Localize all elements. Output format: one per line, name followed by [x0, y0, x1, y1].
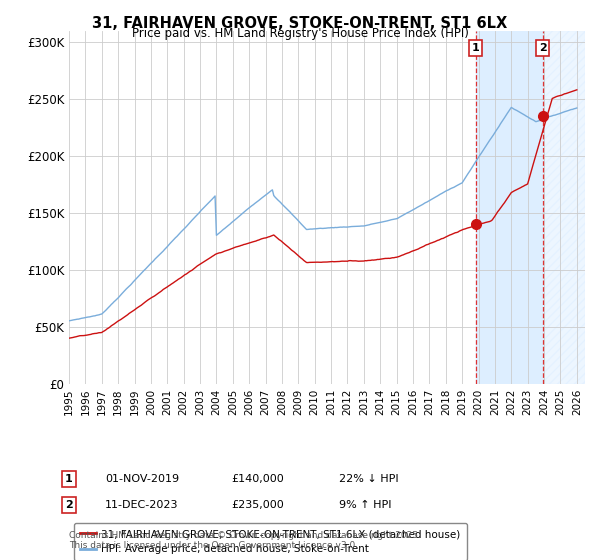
- Text: £140,000: £140,000: [231, 474, 284, 484]
- Text: 9% ↑ HPI: 9% ↑ HPI: [339, 500, 391, 510]
- Legend: 31, FAIRHAVEN GROVE, STOKE-ON-TRENT, ST1 6LX (detached house), HPI: Average pric: 31, FAIRHAVEN GROVE, STOKE-ON-TRENT, ST1…: [74, 523, 467, 560]
- Text: Price paid vs. HM Land Registry's House Price Index (HPI): Price paid vs. HM Land Registry's House …: [131, 27, 469, 40]
- Text: 2: 2: [539, 43, 547, 53]
- Bar: [476, 31, 542, 384]
- Text: Contains HM Land Registry data © Crown copyright and database right 2025.
This d: Contains HM Land Registry data © Crown c…: [69, 530, 421, 550]
- Text: 1: 1: [472, 43, 479, 53]
- Bar: [542, 31, 585, 384]
- Text: 31, FAIRHAVEN GROVE, STOKE-ON-TRENT, ST1 6LX: 31, FAIRHAVEN GROVE, STOKE-ON-TRENT, ST1…: [92, 16, 508, 31]
- Text: £235,000: £235,000: [231, 500, 284, 510]
- Text: 01-NOV-2019: 01-NOV-2019: [105, 474, 179, 484]
- Text: 22% ↓ HPI: 22% ↓ HPI: [339, 474, 398, 484]
- Text: 11-DEC-2023: 11-DEC-2023: [105, 500, 179, 510]
- Text: 2: 2: [65, 500, 73, 510]
- Text: 1: 1: [65, 474, 73, 484]
